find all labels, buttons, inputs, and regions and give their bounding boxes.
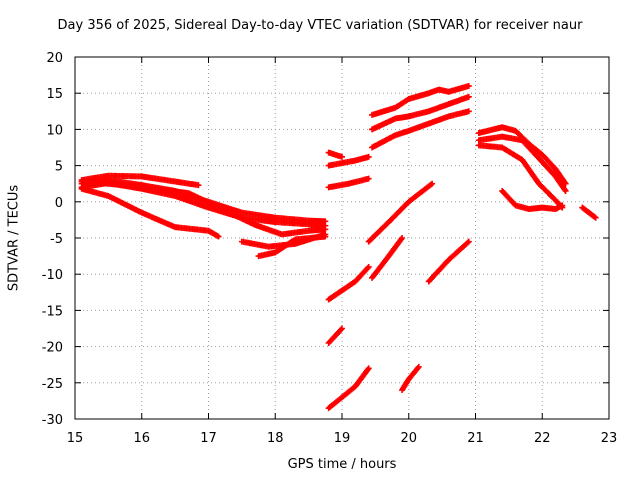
series-13 <box>325 365 372 412</box>
data-point <box>465 238 472 245</box>
series-23 <box>475 142 566 211</box>
y-tick-label: -5 <box>50 232 63 247</box>
series-22 <box>475 133 569 194</box>
data-point <box>337 326 344 333</box>
series-8 <box>325 149 345 160</box>
x-tick-label: 19 <box>334 431 351 446</box>
data-point <box>322 233 329 240</box>
data-point <box>215 233 222 240</box>
y-tick-label: 5 <box>55 160 63 175</box>
y-tick-label: -15 <box>42 304 63 319</box>
series-layer <box>78 82 599 412</box>
series-10 <box>325 175 372 191</box>
y-tick-label: -25 <box>42 377 63 392</box>
series-18 <box>369 235 406 281</box>
series-9 <box>325 153 372 169</box>
data-point <box>465 82 472 89</box>
series-24 <box>499 187 566 213</box>
series-12 <box>325 325 345 346</box>
data-point <box>322 226 329 233</box>
series-16 <box>369 108 472 151</box>
series-19 <box>425 238 472 285</box>
series-20 <box>399 363 422 394</box>
data-point <box>365 153 372 160</box>
data-point <box>591 213 598 220</box>
series-11 <box>325 263 372 303</box>
y-tick-label: 20 <box>46 51 63 66</box>
x-tick-label: 16 <box>133 431 150 446</box>
data-point <box>339 325 345 332</box>
x-tick-label: 23 <box>601 431 618 446</box>
x-axis-label: GPS time / hours <box>287 457 397 472</box>
x-tick-label: 21 <box>467 431 484 446</box>
data-point <box>195 182 202 189</box>
data-point <box>365 365 372 372</box>
series-15 <box>369 93 472 133</box>
grid <box>75 57 609 419</box>
data-point <box>559 202 566 209</box>
data-point <box>465 108 472 115</box>
data-point <box>415 363 422 370</box>
series-1 <box>78 172 202 189</box>
series-21 <box>475 124 569 187</box>
series-4 <box>78 178 329 238</box>
x-tick-label: 15 <box>67 431 84 446</box>
y-tick-label: -10 <box>42 268 63 283</box>
data-point <box>365 263 372 270</box>
data-point <box>399 235 406 241</box>
series-14 <box>369 82 472 118</box>
data-point <box>339 153 345 160</box>
data-point <box>364 265 371 272</box>
x-tick-label: 22 <box>534 431 551 446</box>
series-17 <box>365 180 436 245</box>
y-tick-label: -30 <box>42 413 63 428</box>
data-point <box>562 187 569 194</box>
data-point <box>562 180 569 187</box>
data-point <box>429 180 436 187</box>
data-point <box>464 239 471 246</box>
data-point <box>592 214 599 221</box>
x-tick-label: 18 <box>267 431 284 446</box>
y-tick-label: 10 <box>46 123 63 138</box>
y-tick-label: 15 <box>46 87 63 102</box>
x-tick-label: 20 <box>400 431 417 446</box>
series-7 <box>255 233 329 260</box>
chart-title: Day 356 of 2025, Sidereal Day-to-day VTE… <box>57 18 583 33</box>
y-tick-label: -20 <box>42 341 63 356</box>
y-tick-label: 0 <box>55 196 63 211</box>
series-5 <box>78 185 222 240</box>
data-point <box>365 175 372 182</box>
data-point <box>465 93 472 100</box>
series-25 <box>579 204 599 221</box>
axis-ticks: 15 16 17 18 19 20 21 22 23 20 15 10 5 0 -5 -10 -15 -20 -25… <box>42 51 618 446</box>
x-tick-label: 17 <box>200 431 217 446</box>
